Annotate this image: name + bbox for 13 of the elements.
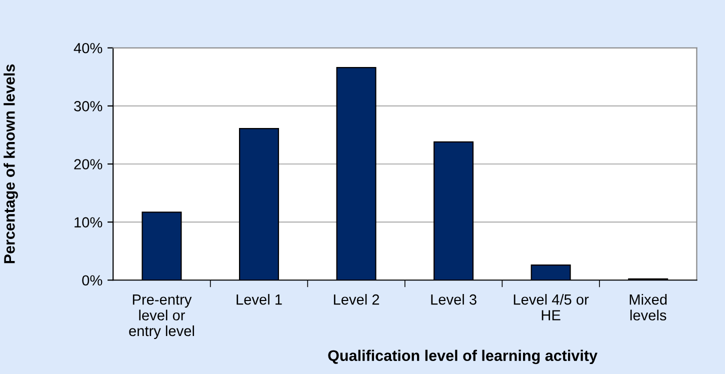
y-tick-label: 10%: [74, 217, 102, 228]
y-tick-label: 20%: [74, 159, 102, 170]
x-tick-label: Level 1: [236, 294, 282, 305]
x-tick-label: Mixed levels: [630, 294, 667, 320]
x-tick-label: Pre-entry level or entry level: [129, 294, 194, 340]
y-tick-label: 30%: [74, 101, 102, 112]
y-tick-label: 40%: [74, 42, 102, 54]
y-axis-title: Percentage of known levels: [4, 64, 18, 264]
x-tick-label: Level 3: [431, 294, 476, 305]
y-tick-label: 0%: [82, 275, 102, 286]
x-tick-label: Level 4/5 or HE: [514, 294, 589, 320]
x-axis-title: Qualification level of learning activity: [328, 350, 598, 364]
x-tick-label: Level 2: [334, 294, 380, 305]
